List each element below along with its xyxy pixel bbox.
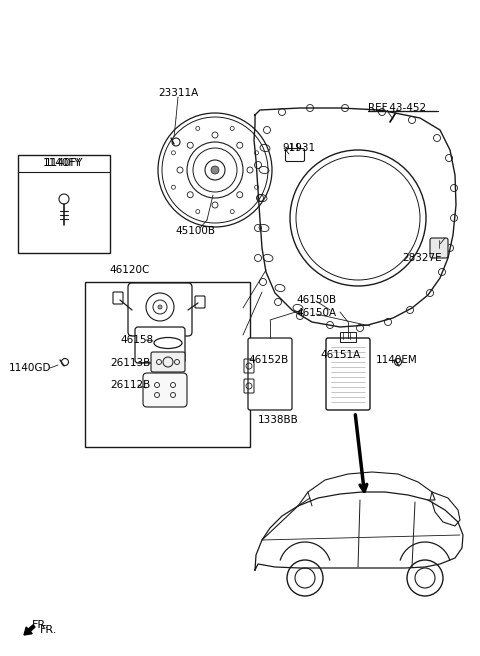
Text: 45100B: 45100B (175, 226, 215, 236)
Text: 1140FY: 1140FY (45, 159, 83, 169)
Text: 46152B: 46152B (248, 355, 288, 365)
Text: 46150B: 46150B (296, 295, 336, 305)
Circle shape (158, 305, 162, 309)
FancyBboxPatch shape (135, 327, 185, 363)
Text: 46150A: 46150A (296, 308, 336, 318)
Circle shape (211, 166, 219, 174)
FancyArrow shape (24, 625, 35, 635)
Text: 26113B: 26113B (110, 358, 150, 368)
Text: FR.: FR. (40, 625, 58, 635)
Text: 1140FY: 1140FY (43, 158, 81, 168)
FancyBboxPatch shape (326, 338, 370, 410)
Text: 26112B: 26112B (110, 380, 150, 390)
FancyBboxPatch shape (151, 352, 185, 372)
Text: FR.: FR. (32, 620, 49, 630)
FancyBboxPatch shape (143, 373, 187, 407)
Text: 46120C: 46120C (110, 265, 150, 275)
Text: 1140EM: 1140EM (376, 355, 418, 365)
Text: 1140GD: 1140GD (9, 363, 51, 373)
Bar (85, 282, 250, 447)
FancyBboxPatch shape (128, 283, 192, 336)
FancyBboxPatch shape (248, 338, 292, 410)
Text: 91931: 91931 (282, 143, 315, 153)
FancyBboxPatch shape (430, 238, 448, 258)
Text: 46151A: 46151A (320, 350, 360, 360)
Bar (340, 332, 356, 342)
Bar (18, 155, 110, 253)
Text: 28327E: 28327E (402, 253, 442, 263)
Text: 23311A: 23311A (158, 88, 198, 98)
Text: 1338BB: 1338BB (258, 415, 299, 425)
Text: REF.43-452: REF.43-452 (368, 103, 426, 113)
Text: 46158: 46158 (120, 335, 153, 345)
